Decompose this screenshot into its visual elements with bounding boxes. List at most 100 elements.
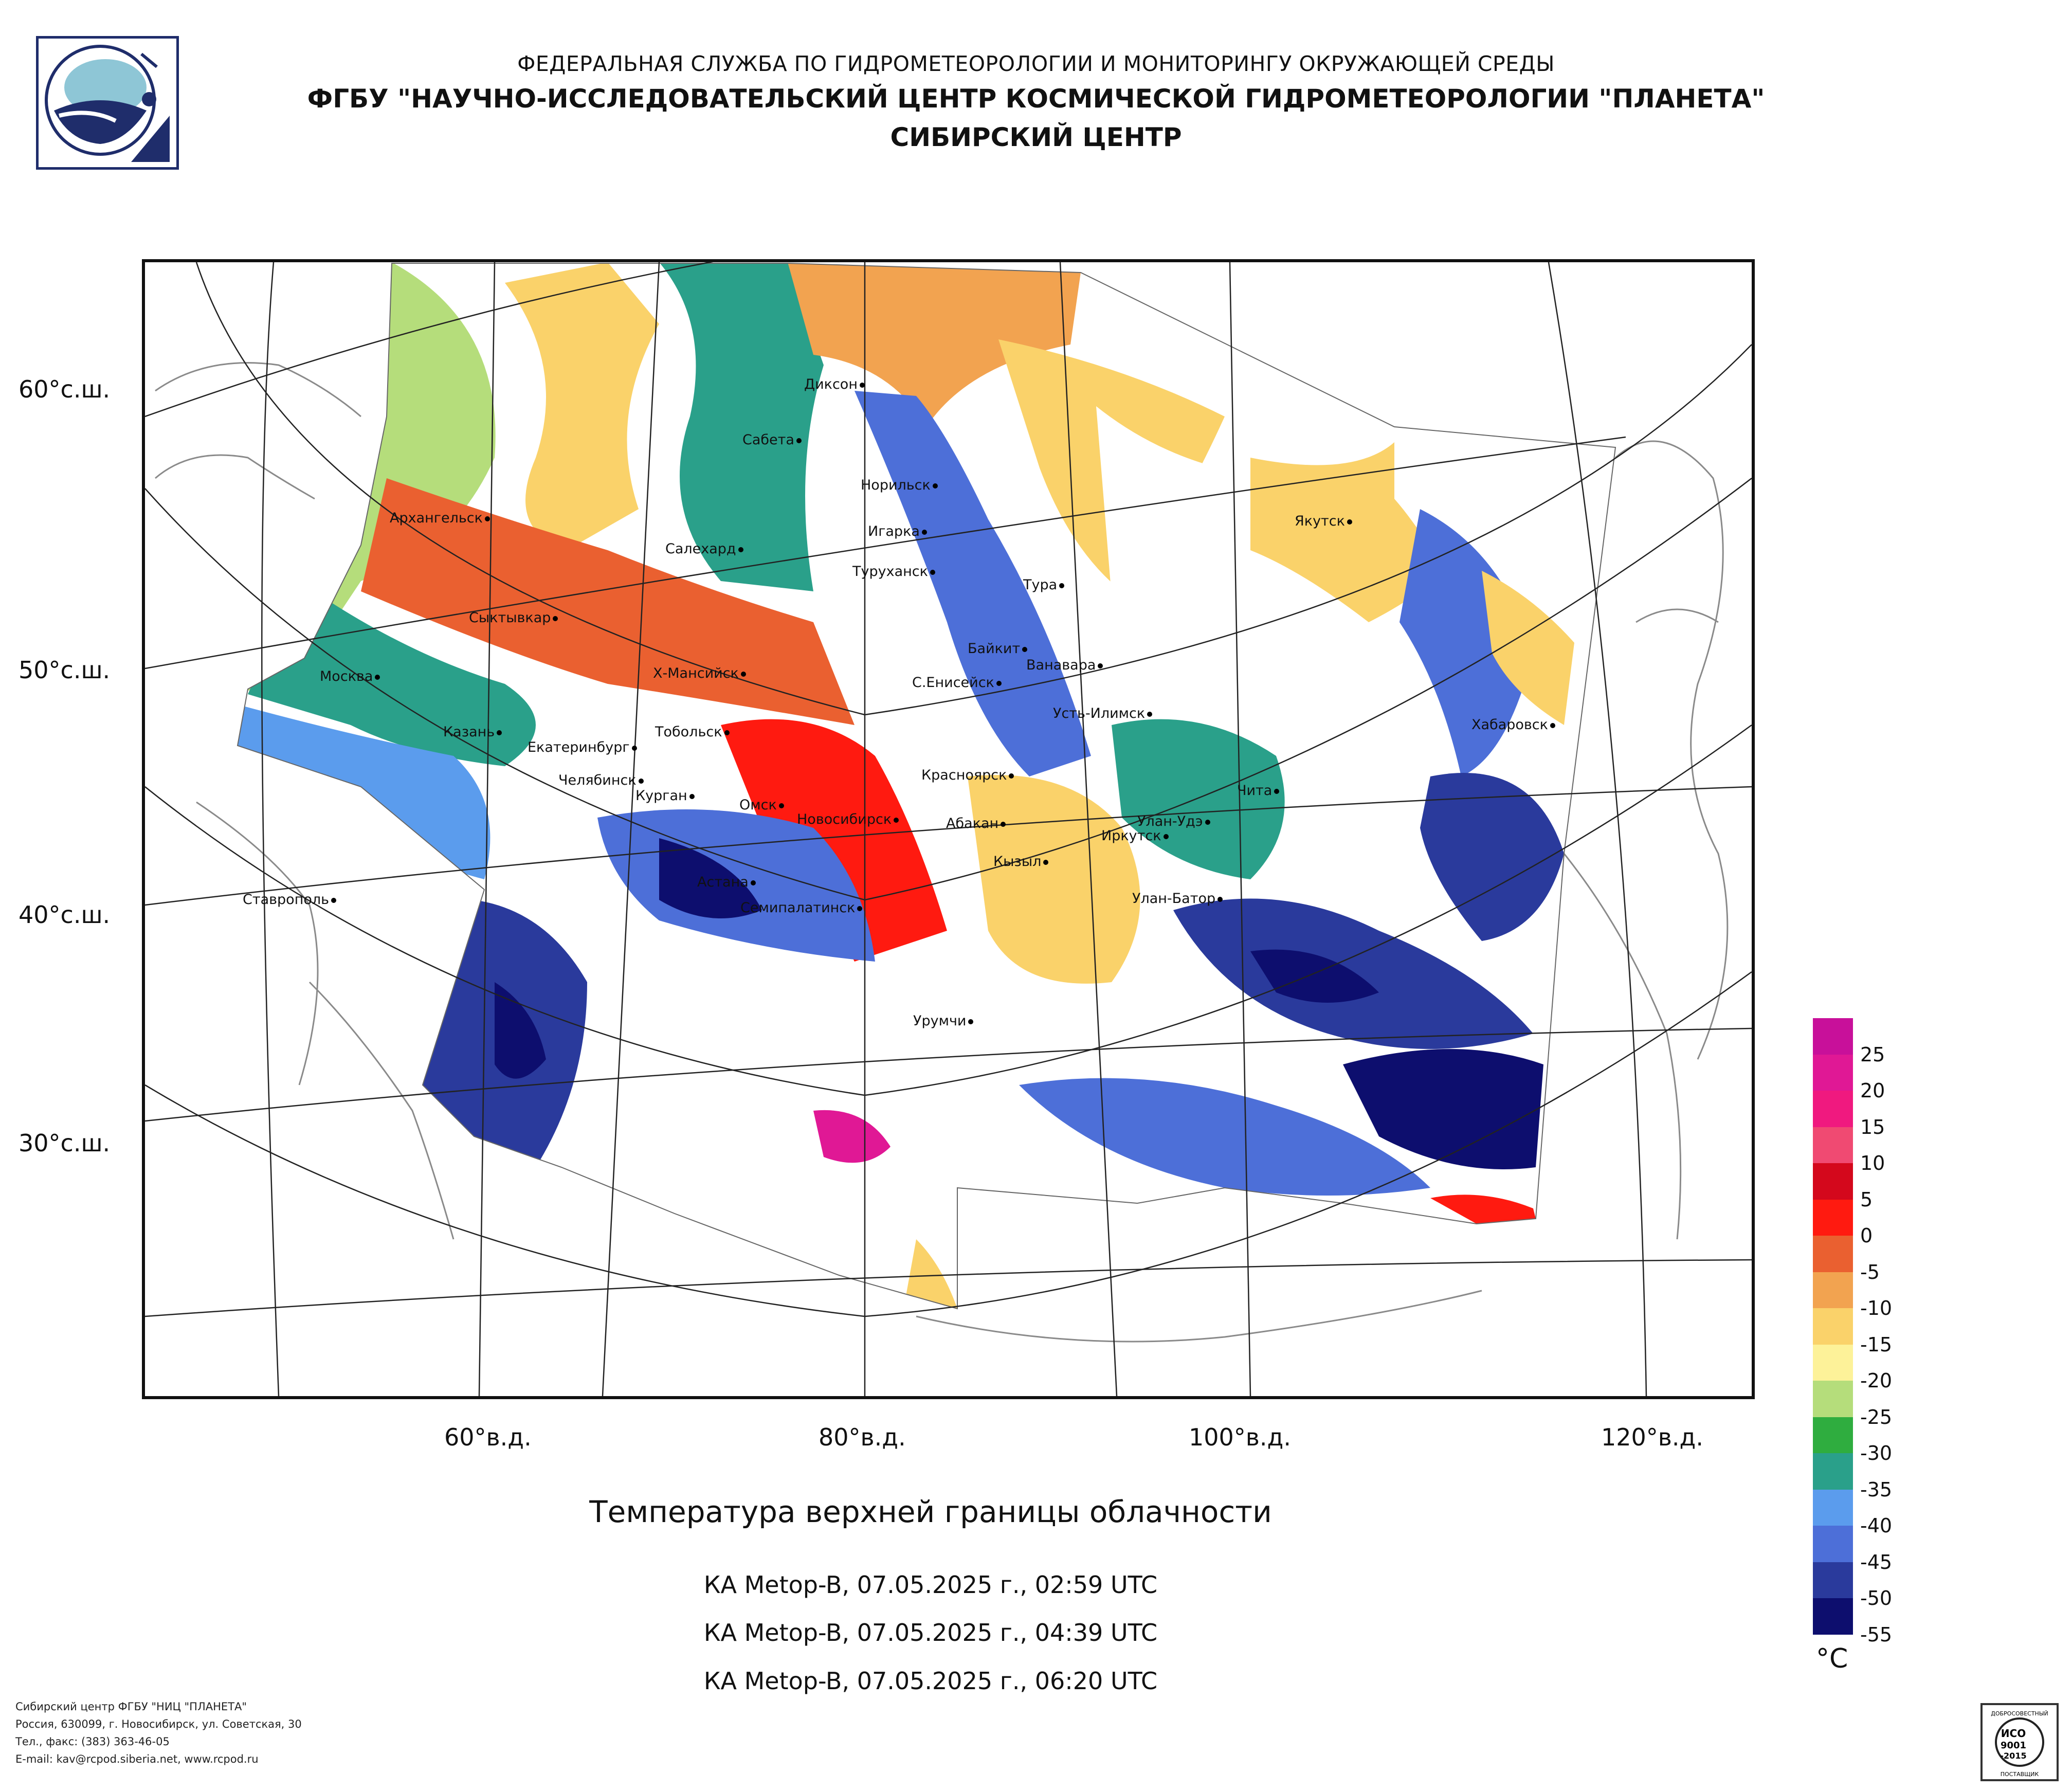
footer-email: E-mail: kav@rcpod.siberia.net, www.rcpod… (15, 1753, 259, 1765)
colorbar-tick-label: -25 (1860, 1405, 1893, 1428)
colorbar-swatch (1813, 1236, 1853, 1272)
pass-3: КА Metop-B, 07.05.2025 г., 06:20 UTC (703, 1667, 1158, 1695)
colorbar-swatch (1813, 1199, 1853, 1236)
colorbar-swatch (1813, 1308, 1853, 1345)
city-abakan: Абакан (946, 816, 1008, 831)
colorbar-tick-label: 0 (1860, 1224, 1873, 1247)
colorbar-tick-label: 15 (1860, 1115, 1885, 1138)
city-dikson: Диксон (804, 376, 867, 392)
colorbar-swatch (1813, 1272, 1853, 1308)
colorbar-tick-label: -5 (1860, 1260, 1880, 1283)
city-norilsk: Норильск (861, 477, 940, 493)
colorbar-tick-label: -55 (1860, 1623, 1893, 1646)
cloud-top-temperature-map: Диксон Сабета Норильск Якутск Архангельс… (142, 259, 1755, 1399)
colorbar-swatch (1813, 1163, 1853, 1200)
city-sabeta: Сабета (742, 432, 804, 448)
lat-label-40: 40°с.ш. (19, 901, 111, 929)
city-chita: Чита (1237, 783, 1281, 799)
city-vanavara: Ванавара (1026, 657, 1105, 673)
city-krasnoyarsk: Красноярск (921, 767, 1016, 783)
city-stavropol: Ставрополь (243, 892, 338, 908)
cert-bottom: ПОСТАВЩИК (2001, 1771, 2039, 1778)
colorbar-tick-label: 5 (1860, 1188, 1873, 1211)
colorbar-tick-label: -40 (1860, 1514, 1893, 1537)
city-urumqi: Урумчи (913, 1013, 975, 1029)
city-kurgan: Курган (635, 788, 697, 804)
colorbar-tick-label: 10 (1860, 1152, 1885, 1174)
temperature-colorbar (1813, 1018, 1853, 1635)
header-agency: ФЕДЕРАЛЬНАЯ СЛУЖБА ПО ГИДРОМЕТЕОРОЛОГИИ … (517, 51, 1555, 76)
planeta-logo (36, 36, 179, 170)
city-turukhansk: Туруханск (852, 564, 937, 580)
cert-2015: -2015 (2000, 1751, 2026, 1761)
city-ekaterinburg: Екатеринбург (528, 739, 639, 755)
cert-top: ДОБРОСОВЕСТНЫЙ (1991, 1710, 2048, 1717)
cert-iso: ИСО (2001, 1727, 2026, 1740)
lat-label-60: 60°с.ш. (19, 375, 111, 403)
city-kyzyl: Кызыл (993, 854, 1050, 870)
city-irkutsk: Иркутск (1101, 828, 1171, 844)
contact-footer: Сибирский центр ФГБУ "НИЦ "ПЛАНЕТА" Росс… (15, 1698, 302, 1768)
city-semipalatinsk: Семипалатинск (740, 900, 864, 916)
colorbar-tick-label: -20 (1860, 1369, 1893, 1392)
colorbar-swatch (1813, 1127, 1853, 1163)
header-center: СИБИРСКИЙ ЦЕНТР (890, 122, 1182, 152)
colorbar-tick-label: -10 (1860, 1297, 1893, 1319)
lon-label-100: 100°в.д. (1189, 1423, 1291, 1451)
footer-org: Сибирский центр ФГБУ "НИЦ "ПЛАНЕТА" (15, 1700, 247, 1713)
lon-label-80: 80°в.д. (819, 1423, 906, 1451)
lon-label-60: 60°в.д. (444, 1423, 532, 1451)
city-chelyabinsk: Челябинск (558, 772, 646, 788)
colorbar-tick-label: -50 (1860, 1587, 1893, 1609)
lat-label-50: 50°с.ш. (19, 656, 111, 684)
colorbar-swatch (1813, 1344, 1853, 1381)
colorbar-tick-label: -35 (1860, 1478, 1893, 1501)
pass-1: КА Metop-B, 07.05.2025 г., 02:59 UTC (703, 1571, 1158, 1599)
colorbar-swatch (1813, 1054, 1853, 1091)
colorbar-swatch (1813, 1562, 1853, 1598)
city-omsk: Омск (739, 797, 786, 813)
coastline-outlines (155, 362, 1729, 1343)
city-yakutsk: Якутск (1295, 513, 1354, 529)
city-s-eniseysk: С.Енисейск (912, 675, 1004, 691)
colorbar-swatch (1813, 1598, 1853, 1635)
pass-2: КА Metop-B, 07.05.2025 г., 04:39 UTC (703, 1619, 1158, 1647)
city-arkhangelsk: Архангельск (390, 510, 492, 526)
colorbar-unit: °C (1816, 1643, 1848, 1674)
city-khanty-mansiysk: Х-Мансийск (653, 665, 748, 681)
map-title: Температура верхней границы облачности (589, 1494, 1272, 1529)
city-ulan-ude: Улан-Удэ (1137, 813, 1212, 829)
colorbar-swatch (1813, 1018, 1853, 1055)
colorbar-tick-label: -45 (1860, 1550, 1893, 1573)
city-ulan-bator: Улан-Батор (1132, 891, 1225, 907)
city-tobolsk: Тобольск (655, 724, 732, 740)
city-syktyvkar: Сыктывкар (469, 610, 560, 626)
city-astana: Астана (697, 874, 758, 890)
cloud-temperature-field (238, 263, 1615, 1309)
city-moskva: Москва (320, 668, 382, 684)
city-kazan: Казань (443, 724, 504, 740)
colorbar-swatch (1813, 1526, 1853, 1562)
cert-9001: 9001 (2001, 1740, 2026, 1751)
colorbar-swatch (1813, 1453, 1853, 1490)
graticule (145, 262, 1752, 1396)
city-ust-ilimsk: Усть-Илимск (1053, 705, 1154, 721)
map-canvas (145, 262, 1752, 1396)
city-igarka: Игарка (868, 523, 929, 539)
lon-label-120: 120°в.д. (1601, 1423, 1703, 1451)
colorbar-tick-label: -30 (1860, 1442, 1893, 1464)
header-institute: ФГБУ "НАУЧНО-ИССЛЕДОВАТЕЛЬСКИЙ ЦЕНТР КОС… (307, 84, 1765, 114)
city-khabarovsk: Хабаровск (1471, 717, 1557, 733)
lat-label-30: 30°с.ш. (19, 1129, 111, 1157)
colorbar-swatch (1813, 1417, 1853, 1453)
colorbar-tick-label: -15 (1860, 1333, 1893, 1356)
colorbar-swatch (1813, 1489, 1853, 1526)
footer-address: Россия, 630099, г. Новосибирск, ул. Сове… (15, 1718, 302, 1730)
city-novosibirsk: Новосибирск (797, 811, 901, 827)
city-salekhard: Салехард (665, 541, 746, 557)
iso-certificate-badge: ДОБРОСОВЕСТНЫЙ ИСО 9001 -2015 ПОСТАВЩИК (1980, 1703, 2059, 1781)
colorbar-swatch (1813, 1091, 1853, 1127)
city-baykit: Байкит (968, 641, 1029, 657)
footer-phone: Тел., факс: (383) 363-46-05 (15, 1735, 170, 1748)
city-tura: Тура (1023, 577, 1066, 593)
